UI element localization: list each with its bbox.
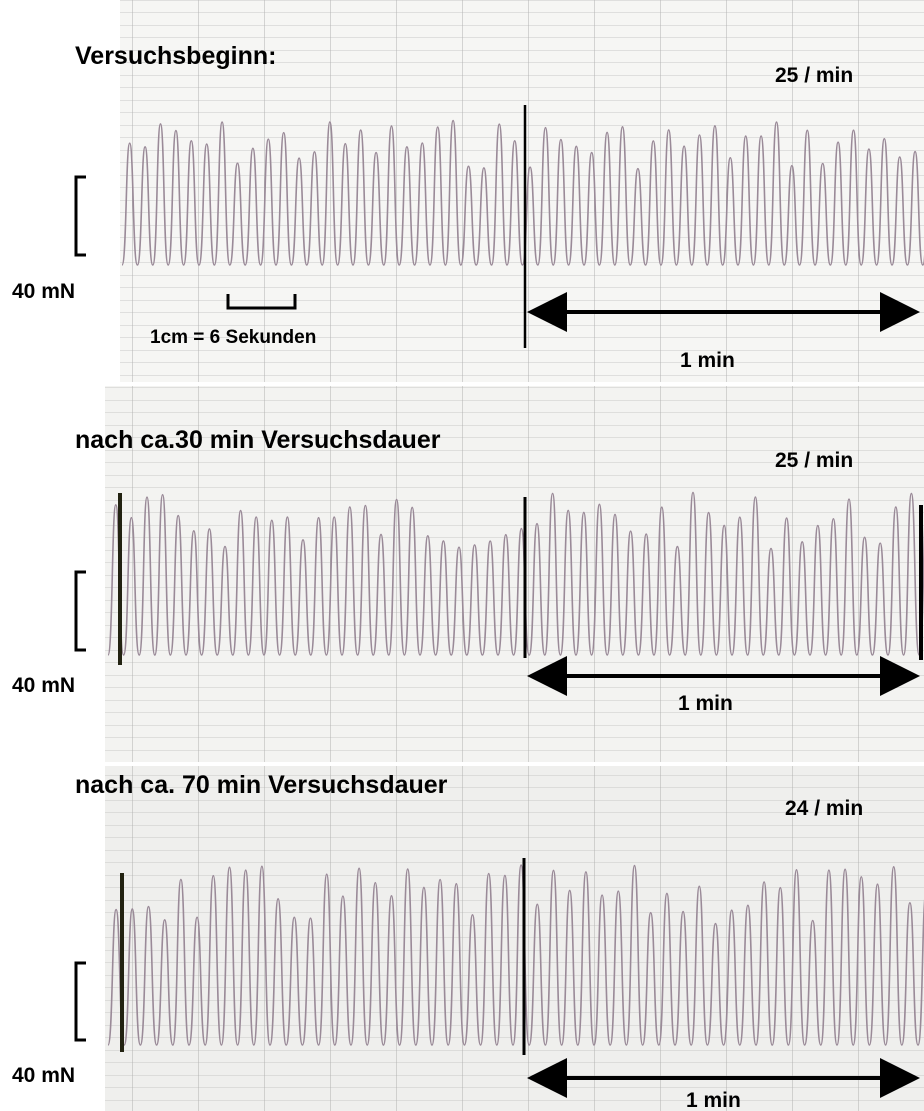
panel-title: Versuchsbeginn: — [75, 42, 276, 70]
time-span: 1 min — [680, 349, 735, 372]
figure: Versuchsbeginn: 25 / min 40 mN 1cm = 6 S… — [0, 0, 924, 1111]
rate-label: 25 / min — [775, 64, 853, 87]
force-bracket — [76, 963, 86, 1040]
rate-label: 25 / min — [775, 449, 853, 472]
force-scale: 40 mN — [12, 1064, 75, 1087]
force-bracket — [76, 572, 86, 650]
panel-title: nach ca. 70 min Versuchsdauer — [75, 771, 448, 799]
panel-title: nach ca.30 min Versuchsdauer — [75, 426, 441, 454]
time-scale: 1cm = 6 Sekunden — [150, 327, 316, 348]
page: Versuchsbeginn: 25 / min 40 mN 1cm = 6 S… — [0, 0, 924, 1111]
force-scale: 40 mN — [12, 280, 75, 303]
force-bracket — [76, 177, 86, 255]
time-span: 1 min — [686, 1089, 741, 1111]
rate-label: 24 / min — [785, 797, 863, 820]
time-span: 1 min — [678, 692, 733, 715]
force-scale: 40 mN — [12, 674, 75, 697]
